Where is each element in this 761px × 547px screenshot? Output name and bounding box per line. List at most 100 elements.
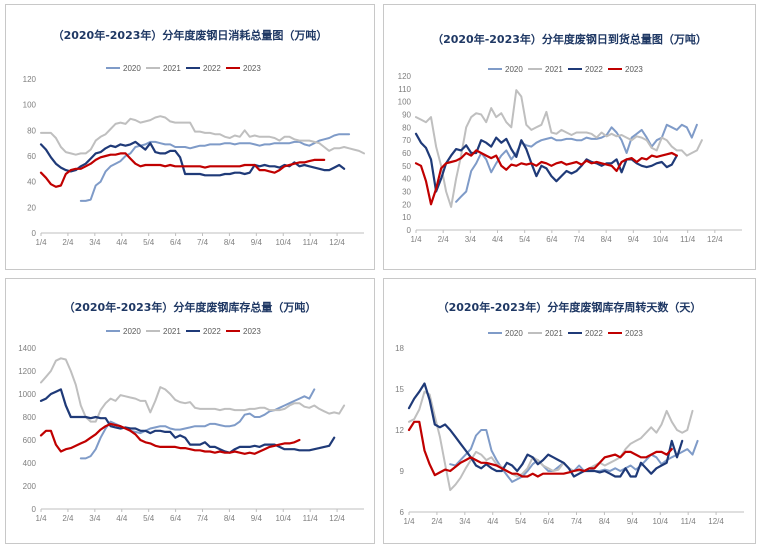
legend-item-2021: 2021: [146, 327, 181, 336]
legend-label: 2020: [505, 65, 523, 74]
x-tick-label: 1/4: [403, 517, 415, 526]
y-tick-label: 0: [32, 229, 37, 238]
x-tick-label: 12/4: [329, 238, 345, 247]
y-tick-label: 12: [395, 426, 404, 435]
y-tick-label: 600: [23, 436, 37, 445]
legend-item-2023: 2023: [226, 64, 261, 73]
legend-label: 2023: [625, 65, 643, 74]
chart-panel-consumption: （2020年-2023年）分年度废钢日消耗总量图（万吨） 0 20 40 60 80 10…: [5, 4, 375, 270]
y-tick-label: 800: [23, 413, 37, 422]
y-tick-label: 80: [27, 126, 36, 135]
y-tick-label: 0: [32, 505, 37, 514]
y-tick-label: 120: [398, 72, 412, 81]
x-tick-label: 10/4: [275, 238, 291, 247]
y-tick-label: 200: [23, 482, 37, 491]
legend-item-2020: 2020: [106, 64, 141, 73]
x-tick-label: 2/4: [62, 238, 74, 247]
chart-title: （2020年-2023年）分年度废钢日消耗总量图（万吨）: [52, 29, 328, 42]
x-tick-label: 1/4: [410, 235, 422, 244]
y-tick-label: 1400: [18, 344, 36, 353]
y-tick-label: 70: [402, 136, 411, 145]
x-tick-label: 2/4: [62, 514, 74, 523]
y-tick-label: 20: [402, 200, 411, 209]
legend-label: 2023: [243, 64, 261, 73]
legend-item-2020: 2020: [488, 329, 523, 338]
legend-label: 2022: [203, 327, 221, 336]
legend-item-2022: 2022: [186, 64, 221, 73]
x-tick-label: 9/4: [628, 235, 640, 244]
x-tick-label: 2/4: [431, 517, 443, 526]
legend-label: 2022: [585, 65, 603, 74]
y-tick-label: 120: [23, 75, 37, 84]
chart-title: （2020年-2023年）分年度废钢库存周转天数（天）: [437, 301, 702, 314]
y-tick-label: 10: [402, 213, 411, 222]
legend-label: 2023: [625, 329, 643, 338]
series-line-2020: [79, 133, 351, 202]
series-line-2022: [407, 382, 684, 478]
x-tick-label: 4/4: [492, 235, 504, 244]
x-tick-label: 8/4: [224, 514, 236, 523]
legend-item-2021: 2021: [528, 329, 563, 338]
x-tick-label: 12/4: [707, 235, 723, 244]
legend-label: 2021: [545, 65, 563, 74]
x-tick-label: 8/4: [599, 517, 611, 526]
y-tick-label: 9: [400, 467, 405, 476]
y-tick-label: 15: [395, 385, 404, 394]
chart-title: （2020年-2023年）分年度废钢库存总量（万吨）: [63, 301, 317, 314]
legend-label: 2022: [585, 329, 603, 338]
chart-svg: 0 200 400 600 800 1000 1200 1400 1/4 2/4 3/4 4/4 5/4…: [18, 327, 364, 523]
series-line-2021: [408, 390, 694, 492]
x-tick-label: 4/4: [487, 517, 499, 526]
legend-label: 2021: [545, 329, 563, 338]
x-tick-label: 3/4: [89, 238, 101, 247]
y-tick-label: 400: [23, 459, 37, 468]
y-tick-label: 80: [402, 123, 411, 132]
legend-item-2023: 2023: [608, 65, 643, 74]
y-tick-label: 1200: [18, 367, 36, 376]
y-tick-label: 30: [402, 188, 411, 197]
chart-panel-turnover-days: （2020年-2023年）分年度废钢库存周转天数（天） 6 9 12 15 18 1/4 2…: [383, 278, 756, 544]
x-tick-label: 8/4: [601, 235, 613, 244]
legend-label: 2021: [163, 327, 181, 336]
x-tick-label: 3/4: [465, 235, 477, 244]
series-line-2023: [39, 152, 326, 188]
x-tick-label: 5/4: [515, 517, 527, 526]
y-tick-label: 0: [407, 226, 412, 235]
x-tick-label: 6/4: [543, 517, 555, 526]
legend-item-2022: 2022: [568, 65, 603, 74]
legend-item-2022: 2022: [568, 329, 603, 338]
y-tick-label: 50: [402, 162, 411, 171]
y-tick-label: 20: [27, 203, 36, 212]
y-tick-label: 18: [395, 344, 404, 353]
legend-label: 2020: [123, 64, 141, 73]
x-tick-label: 7/4: [197, 238, 209, 247]
x-tick-label: 5/4: [143, 514, 155, 523]
y-tick-label: 6: [400, 508, 405, 517]
x-tick-label: 9/4: [251, 238, 263, 247]
y-tick-label: 40: [27, 178, 36, 187]
x-tick-label: 3/4: [459, 517, 471, 526]
x-tick-label: 10/4: [652, 517, 668, 526]
x-tick-label: 11/4: [681, 517, 697, 526]
y-tick-label: 100: [23, 101, 37, 110]
x-tick-label: 2/4: [438, 235, 450, 244]
y-tick-label: 90: [402, 111, 411, 120]
x-tick-label: 5/4: [519, 235, 531, 244]
legend-item-2023: 2023: [226, 327, 261, 336]
x-tick-label: 11/4: [303, 514, 319, 523]
series-line-2022: [39, 388, 336, 454]
series-line-2021: [40, 115, 365, 156]
legend-item-2021: 2021: [528, 65, 563, 74]
x-tick-label: 7/4: [573, 235, 585, 244]
x-tick-label: 9/4: [251, 514, 263, 523]
legend-label: 2023: [243, 327, 261, 336]
series-line-2021: [40, 357, 346, 423]
x-tick-label: 12/4: [708, 517, 724, 526]
x-tick-label: 6/4: [170, 238, 182, 247]
chart-title: （2020年-2023年）分年度废钢日到货总量图（万吨）: [432, 33, 707, 46]
x-tick-label: 10/4: [275, 514, 291, 523]
x-tick-label: 1/4: [35, 514, 47, 523]
legend-item-2020: 2020: [488, 65, 523, 74]
series-line-2023: [407, 420, 673, 478]
y-tick-label: 1000: [18, 390, 36, 399]
